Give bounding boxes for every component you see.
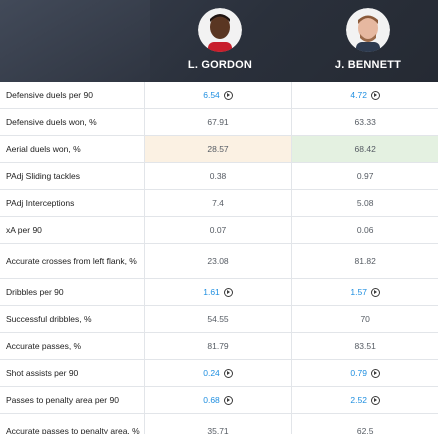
player-name: L. GORDON: [187, 59, 253, 71]
stat-label: Accurate passes, %: [0, 333, 145, 359]
header-corner: [0, 0, 150, 82]
stats-table: Defensive duels per 90 6.54 4.72 Defensive …: [0, 82, 438, 434]
stat-value-text: 0.24: [203, 368, 220, 378]
stat-value-text: 81.82: [354, 256, 376, 266]
stat-value-text: 1.61: [203, 287, 220, 297]
stat-row: Defensive duels won, % 67.91 63.33: [0, 109, 438, 136]
stat-value-player2: 63.33: [291, 109, 438, 135]
stat-label: Dribbles per 90: [0, 279, 145, 305]
stat-value-text: 5.08: [356, 198, 374, 208]
stat-value-player1: 54.55: [145, 306, 292, 332]
stat-row: Successful dribbles, % 54.55 70: [0, 306, 438, 333]
stat-value-text: 28.57: [207, 144, 229, 154]
stat-row: PAdj Interceptions 7.4 5.08: [0, 190, 438, 217]
player-column-header-bennett[interactable]: J. BENNETT: [298, 8, 438, 71]
stat-value-text: 54.55: [207, 314, 229, 324]
stat-value-player2[interactable]: 4.72: [291, 82, 438, 108]
stat-label: Defensive duels won, %: [0, 109, 145, 135]
stat-value-text: 7.4: [212, 198, 224, 208]
stat-value-text: 0.68: [203, 395, 220, 405]
stat-value-text: 0.79: [350, 368, 367, 378]
stat-row: Accurate passes to penalty area, % 35.71 6…: [0, 414, 438, 434]
stat-row: Dribbles per 90 1.61 1.57: [0, 279, 438, 306]
stat-label: xA per 90: [0, 217, 145, 243]
stat-value-player1[interactable]: 0.68: [145, 387, 292, 413]
stat-value-player2: 0.06: [291, 217, 438, 243]
stat-value-text: 0.97: [356, 171, 374, 181]
stat-value-player2: 0.97: [291, 163, 438, 189]
stat-label: Aerial duels won, %: [0, 136, 145, 162]
stat-value-player1[interactable]: 6.54: [145, 82, 292, 108]
stat-value-text: 62.5: [356, 426, 374, 434]
stat-row: Shot assists per 90 0.24 0.79: [0, 360, 438, 387]
stat-value-text: 0.07: [209, 225, 227, 235]
stat-value-text: 81.79: [207, 341, 229, 351]
stat-label: Successful dribbles, %: [0, 306, 145, 332]
avatar: [198, 8, 242, 52]
stat-value-player2: 5.08: [291, 190, 438, 216]
stat-row: Aerial duels won, % 28.57 68.42: [0, 136, 438, 163]
stat-value-text: 68.42: [354, 144, 376, 154]
play-circle-icon[interactable]: [223, 287, 233, 297]
stat-value-text: 2.52: [350, 395, 367, 405]
stat-value-player1: 7.4: [145, 190, 292, 216]
stat-row: Accurate passes, % 81.79 83.51: [0, 333, 438, 360]
stat-value-text: 67.91: [207, 117, 229, 127]
play-circle-icon[interactable]: [223, 90, 233, 100]
stat-value-player1[interactable]: 1.61: [145, 279, 292, 305]
play-circle-icon[interactable]: [223, 395, 233, 405]
stat-value-player1[interactable]: 0.24: [145, 360, 292, 386]
stat-label: Accurate crosses from left flank, %: [0, 244, 145, 278]
stat-value-text: 0.06: [356, 225, 374, 235]
stat-row: Passes to penalty area per 90 0.68 2.52: [0, 387, 438, 414]
stat-label: Passes to penalty area per 90: [0, 387, 145, 413]
stat-label: PAdj Interceptions: [0, 190, 145, 216]
stat-value-text: 70: [360, 314, 370, 324]
stat-value-text: 1.57: [350, 287, 367, 297]
stat-label: Shot assists per 90: [0, 360, 145, 386]
stat-value-player2[interactable]: 2.52: [291, 387, 438, 413]
play-circle-icon[interactable]: [370, 287, 380, 297]
stat-value-player1: 0.38: [145, 163, 292, 189]
avatar: [346, 8, 390, 52]
stat-value-player1: 0.07: [145, 217, 292, 243]
stat-value-player1: 35.71: [145, 414, 292, 434]
stat-value-player1: 28.57: [144, 136, 292, 162]
stat-row: PAdj Sliding tackles 0.38 0.97: [0, 163, 438, 190]
stat-label: PAdj Sliding tackles: [0, 163, 145, 189]
stat-value-player2: 83.51: [291, 333, 438, 359]
stat-label: Defensive duels per 90: [0, 82, 145, 108]
stat-value-text: 63.33: [354, 117, 376, 127]
stat-value-player1: 81.79: [145, 333, 292, 359]
stat-row: Defensive duels per 90 6.54 4.72: [0, 82, 438, 109]
stat-value-player2: 81.82: [291, 244, 438, 278]
stat-row: xA per 90 0.07 0.06: [0, 217, 438, 244]
play-circle-icon[interactable]: [370, 90, 380, 100]
players-header: L. GORDON J. BENNETT: [0, 0, 438, 82]
player-column-header-gordon[interactable]: L. GORDON: [150, 8, 290, 71]
player-name: J. BENNETT: [334, 59, 402, 71]
stat-value-player2[interactable]: 1.57: [291, 279, 438, 305]
play-circle-icon[interactable]: [370, 368, 380, 378]
stat-value-text: 83.51: [354, 341, 376, 351]
stat-value-player2: 70: [291, 306, 438, 332]
stat-value-player2: 68.42: [291, 136, 438, 162]
stat-value-text: 6.54: [203, 90, 220, 100]
stat-value-text: 23.08: [207, 256, 229, 266]
stat-value-text: 0.38: [209, 171, 227, 181]
stat-row: Accurate crosses from left flank, % 23.08…: [0, 244, 438, 279]
stat-value-text: 35.71: [207, 426, 229, 434]
stat-value-text: 4.72: [350, 90, 367, 100]
stat-value-player1: 23.08: [145, 244, 292, 278]
stat-value-player2: 62.5: [291, 414, 438, 434]
play-circle-icon[interactable]: [223, 368, 233, 378]
stat-value-player2[interactable]: 0.79: [291, 360, 438, 386]
stat-value-player1: 67.91: [145, 109, 292, 135]
stat-label: Accurate passes to penalty area, %: [0, 414, 145, 434]
play-circle-icon[interactable]: [370, 395, 380, 405]
